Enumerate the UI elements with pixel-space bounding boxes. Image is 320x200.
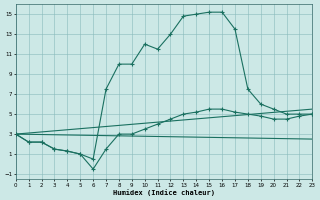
X-axis label: Humidex (Indice chaleur): Humidex (Indice chaleur) [113,189,215,196]
